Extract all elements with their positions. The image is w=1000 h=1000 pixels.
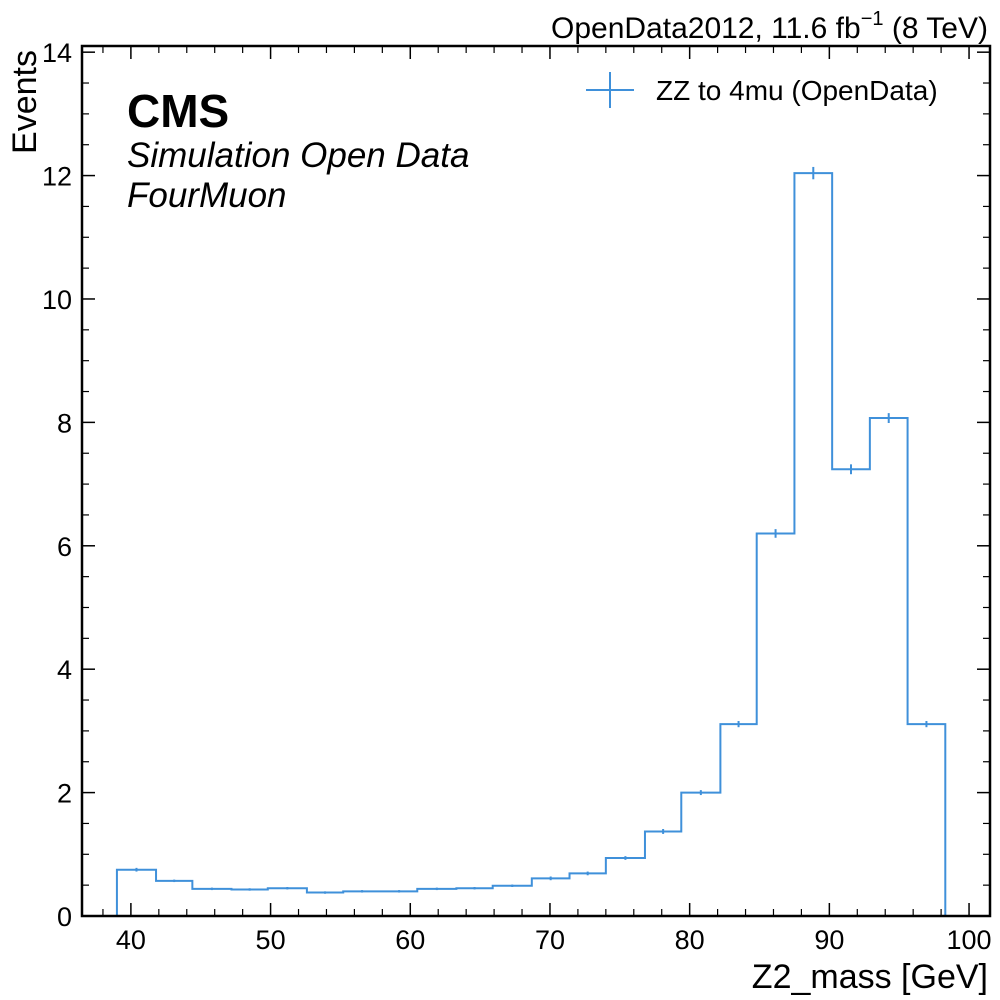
lumi-superscript: −1 <box>861 8 884 30</box>
channel-label: FourMuon <box>127 176 287 215</box>
x-tick-label: 40 <box>116 925 146 955</box>
histogram-step-line <box>115 172 947 916</box>
x-tick-label: 60 <box>395 925 425 955</box>
y-tick-label: 14 <box>42 38 72 68</box>
luminosity-label: OpenData2012, 11.6 fb−1 (8 TeV) <box>551 8 988 45</box>
x-tick-label: 70 <box>535 925 565 955</box>
x-tick-label: 100 <box>947 925 992 955</box>
legend: ZZ to 4mu (OpenData) <box>586 72 938 108</box>
y-axis-label: Events <box>6 50 44 154</box>
x-tick-label: 50 <box>256 925 286 955</box>
y-tick-label: 4 <box>57 655 72 685</box>
y-tick-label: 0 <box>57 902 72 932</box>
x-tick-label: 80 <box>675 925 705 955</box>
y-tick-label: 12 <box>42 162 72 192</box>
lumi-suffix: (8 TeV) <box>884 12 989 45</box>
plot-frame <box>80 44 992 918</box>
legend-entry-label: ZZ to 4mu (OpenData) <box>656 75 938 106</box>
y-tick-label: 10 <box>42 285 72 315</box>
y-tick-label: 8 <box>57 408 72 438</box>
axis-ticks: 40 50 60 70 80 90 100 0 2 4 6 8 10 12 14 <box>42 38 992 955</box>
x-tick-label: 90 <box>814 925 844 955</box>
experiment-label: CMS <box>127 85 229 137</box>
x-axis-label: Z2_mass [GeV] <box>752 958 988 996</box>
simulation-label: Simulation Open Data <box>127 136 469 175</box>
y-tick-label: 2 <box>57 779 72 809</box>
histogram-series <box>115 166 947 916</box>
y-tick-label: 6 <box>57 532 72 562</box>
lumi-prefix: OpenData2012, 11.6 fb <box>551 12 861 45</box>
